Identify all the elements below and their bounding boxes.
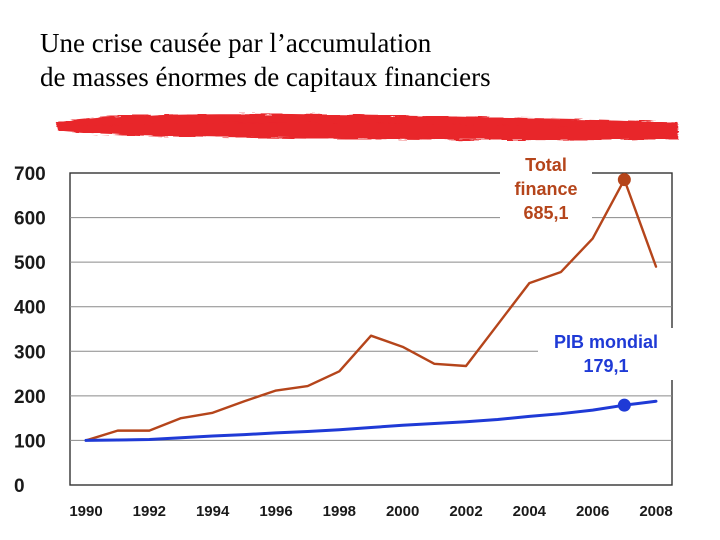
series-line (84, 399, 658, 442)
title-line-1: Une crise causée par l’accumulation (40, 28, 432, 58)
y-tick-label: 400 (14, 298, 46, 319)
x-tick-label: 2008 (639, 503, 672, 520)
annotation-label: 685,1 (523, 203, 568, 223)
y-tick-label: 700 (14, 164, 46, 185)
x-tick-label: 2006 (576, 503, 609, 520)
x-tick-label: 1998 (323, 503, 356, 520)
series-line (84, 178, 658, 442)
y-tick-label: 300 (14, 342, 46, 363)
red-brush-underline (56, 113, 678, 141)
y-tick-label: 600 (14, 209, 46, 230)
chart-axis-labels: 0 100 200 300 400 500 600 700 1990 1992 1994 1996 19… (14, 164, 673, 520)
title-line-2: de masses énormes de capitaux financiers (40, 62, 491, 92)
brush-stroke-highlight (70, 115, 670, 128)
annotation-label: PIB mondial (554, 332, 658, 352)
x-tick-label: 1992 (133, 503, 166, 520)
y-tick-label: 200 (14, 387, 46, 408)
x-tick-label: 1990 (69, 503, 102, 520)
chart-annotations: Total finance 685,1 PIB mondial 179,1 (500, 151, 674, 412)
annotation-background (538, 328, 674, 380)
x-tick-label: 1996 (259, 503, 292, 520)
annotation-label: Total (525, 155, 567, 175)
annotation-background (500, 151, 592, 227)
y-tick-label: 100 (14, 431, 46, 452)
y-tick-label: 500 (14, 253, 46, 274)
x-tick-label: 2002 (449, 503, 482, 520)
data-point-marker (617, 173, 631, 187)
y-tick-label: 0 (14, 476, 25, 497)
slide-title: Une crise causée par l’accumulation de m… (40, 26, 491, 94)
x-tick-label: 2004 (513, 503, 547, 520)
annotation-label: 179,1 (583, 356, 628, 376)
chart-series (84, 178, 658, 442)
data-point-marker (617, 398, 631, 412)
x-tick-label: 2000 (386, 503, 419, 520)
x-tick-label: 1994 (196, 503, 230, 520)
annotation-label: finance (514, 179, 577, 199)
